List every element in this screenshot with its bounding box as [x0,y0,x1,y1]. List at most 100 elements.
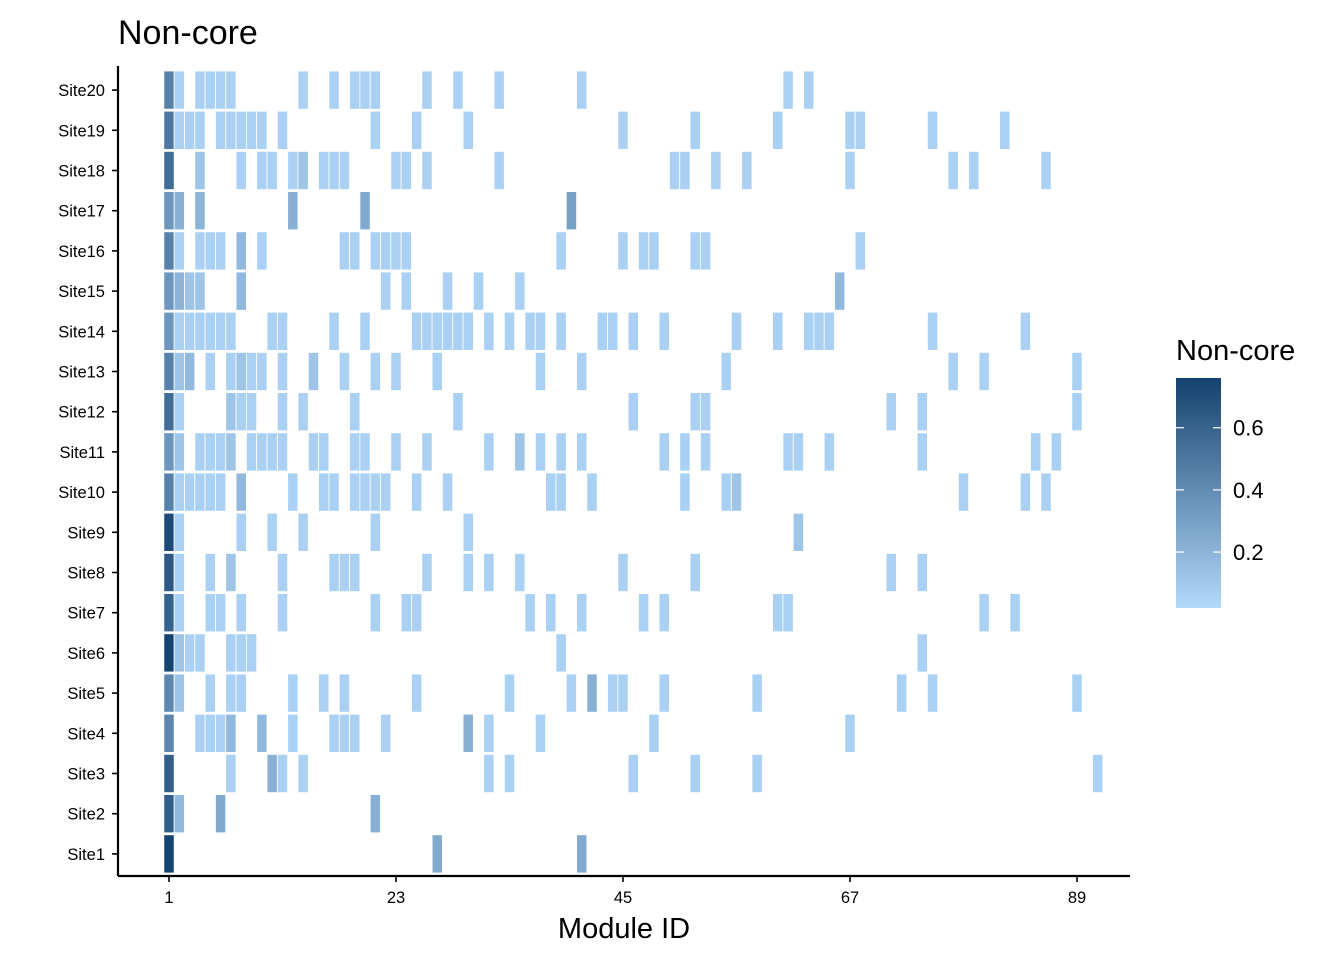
heatmap-cell [318,150,330,190]
heatmap-cell [194,150,206,190]
heatmap-cell [658,432,670,472]
heatmap-cell [720,472,732,512]
heatmap-cell [679,150,691,190]
heatmap-cell [225,392,237,432]
heatmap-cell [318,472,330,512]
heatmap-cell [204,231,216,271]
heatmap-cell [245,633,258,673]
heatmap-cell [689,231,701,271]
heatmap-cell [204,673,216,713]
heatmap-cell [916,633,928,673]
heatmap-cell [483,713,495,753]
heatmap-cell [916,553,928,593]
heatmap-cell [483,432,495,472]
heatmap-cell [276,754,289,794]
heatmap-cell [173,231,185,271]
x-axis: 1 23 45 67 89 [118,874,1130,907]
heatmap-cell [163,191,175,231]
heatmap-cell [442,271,454,311]
heatmap-cell [349,553,361,593]
heatmap-cell [1009,593,1021,633]
y-tick-label: Site5 [67,685,105,703]
heatmap-cell [287,472,299,512]
heatmap-cell [483,311,495,351]
heatmap-cell [576,70,588,110]
heatmap-cell [359,432,371,472]
heatmap-cell [297,150,309,190]
heatmap-cell [204,713,216,753]
heatmap-cell [452,392,464,432]
heatmap-cell [173,191,185,231]
heatmap-cell [803,311,815,351]
heatmap-cell [256,432,268,472]
y-tick-label: Site14 [58,323,105,341]
x-tick-label: 1 [164,889,173,907]
legend-title: Non-core [1176,335,1295,367]
heatmap-cell [741,150,753,190]
heatmap-cell [173,110,185,150]
heatmap-cell [287,713,299,753]
heatmap-cell [215,231,227,271]
heatmap-cell [204,70,216,110]
heatmap-cell [328,713,340,753]
heatmap-cell [617,553,629,593]
heatmap-cell [638,231,650,271]
y-tick-label: Site7 [67,605,105,623]
heatmap-cell [256,231,268,271]
heatmap-cell [163,713,175,753]
heatmap-cell [689,553,701,593]
heatmap-cell [648,713,660,753]
heatmap-cell [287,191,299,231]
heatmap-cell [421,432,433,472]
heatmap-cell [411,110,423,150]
heatmap-cell [916,432,928,472]
legend-tick-label: 0.4 [1233,478,1264,503]
y-tick-label: Site15 [58,283,105,301]
heatmap-cell [751,673,763,713]
heatmap-cell [442,472,454,512]
heatmap-cell [896,673,908,713]
heatmap-cell [411,311,423,351]
heatmap-cell [689,392,701,432]
heatmap-cell [349,432,361,472]
heatmap-cell [163,673,175,713]
heatmap-cell [1050,432,1062,472]
heatmap-cell [318,432,330,472]
heatmap-cell [184,271,196,311]
heatmap-cell [503,311,516,351]
heatmap-cell [266,150,278,190]
heatmap-cell [442,311,454,351]
heatmap-cell [225,673,237,713]
heatmap-cell [163,70,175,110]
heatmap-cell [184,351,196,391]
heatmap-cell [854,110,866,150]
heatmap-cell [669,150,681,190]
heatmap-cell [235,351,247,391]
heatmap-cell [514,432,526,472]
heatmap-cell [380,231,392,271]
heatmap-cell [926,311,939,351]
heatmap-cell [421,150,433,190]
heatmap-cell [204,432,216,472]
heatmap-cell [400,271,412,311]
heatmap-cell [256,351,268,391]
heatmap-cell [380,713,392,753]
heatmap-cell [163,472,175,512]
heatmap-cell [730,311,743,351]
heatmap-cell [586,673,598,713]
heatmap-cell [452,311,464,351]
heatmap-cell [163,432,175,472]
heatmap-cell [235,392,247,432]
heatmap-cell [854,231,866,271]
heatmap-cell [173,593,185,633]
heatmap-cell [194,713,206,753]
heatmap-cell [607,673,619,713]
heatmap-cell [328,150,340,190]
heatmap-cell [225,70,237,110]
heatmap-cell [307,351,320,391]
heatmap-cell [225,633,237,673]
heatmap-cell [359,70,371,110]
heatmap-cell [772,110,784,150]
heatmap-cell [266,311,278,351]
heatmap-cell [555,633,567,673]
